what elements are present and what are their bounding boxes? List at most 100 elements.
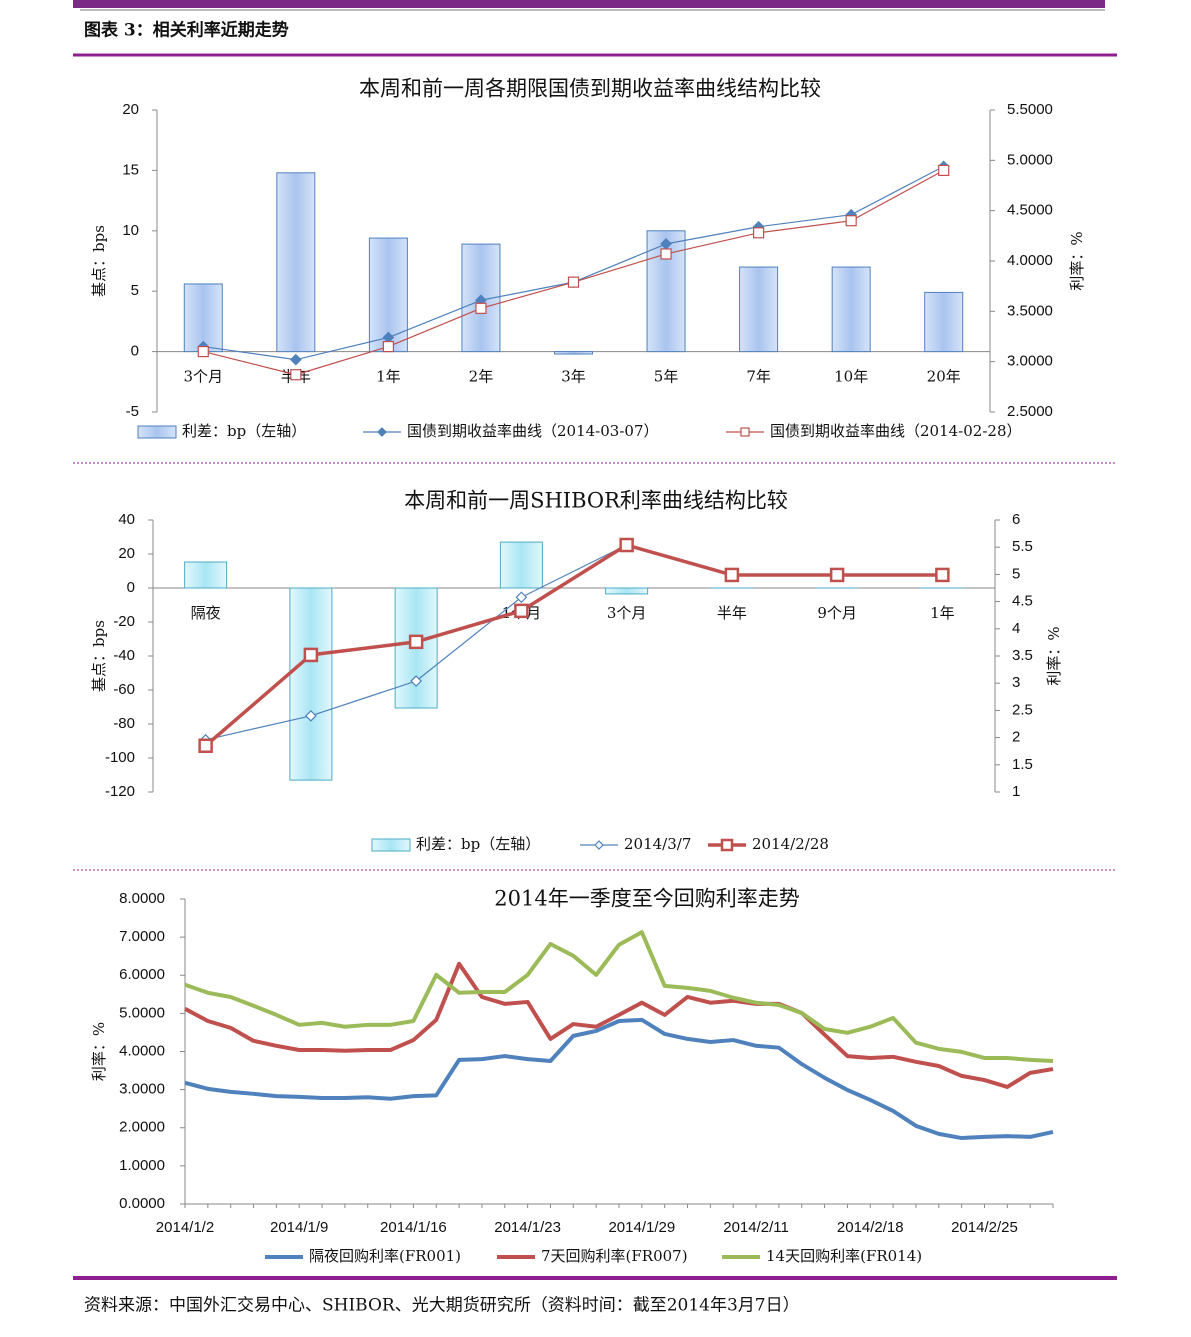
y-tick-label: 6.0000 [119,966,165,983]
y-tick-label: 10 [122,222,139,239]
bar [831,266,871,353]
y2-tick-label: 4.5 [1012,593,1033,610]
point-marker [514,603,529,619]
y2-tick-label: 5.5 [1012,538,1033,555]
point-marker [740,427,750,437]
bar [499,541,543,589]
legend-label: 7天回购利率(FR007) [541,1247,688,1265]
point-marker [303,647,319,663]
y-tick-label: -20 [113,613,135,630]
legend-label: 利差：bp（左轴） [182,422,306,440]
bar [184,561,228,589]
point-marker [567,276,580,288]
point-marker [845,215,857,227]
series-line [184,961,1054,1089]
y-tick-label: -40 [113,647,135,664]
point-marker [289,353,302,366]
point-marker [410,675,422,687]
y2-tick-label: 3.5000 [1007,302,1053,319]
y2-tick-label: 2.5 [1012,701,1033,718]
y-tick-label: 20 [118,545,135,562]
y2-tick-label: 1 [1012,783,1020,800]
y-tick-label: 5.0000 [119,1004,165,1021]
y-tick-label: 40 [118,511,135,528]
x-tick-label: 2014/1/29 [608,1219,675,1236]
y-tick-label: 2.0000 [119,1119,165,1136]
y-tick-label: 20 [122,101,139,118]
legend-label: 隔夜回购利率(FR001) [309,1247,461,1265]
y2-tick-label: 2 [1012,729,1020,746]
footer-source: 资料来源：中国外汇交易中心、SHIBOR、光大期货研究所（资料时间：截至2014… [84,1296,800,1316]
y-tick-label: -5 [126,403,139,420]
y-tick-label: -120 [105,783,135,800]
chart-title: 2014年一季度至今回购利率走势 [494,887,799,911]
y-tick-label: 0.0000 [119,1195,165,1212]
x-tick-label: 9个月 [817,604,857,622]
bar [276,172,316,353]
y-tick-label: 15 [122,161,139,178]
x-tick-label: 20年 [927,368,961,386]
point-marker [753,227,765,239]
point-marker [408,634,424,650]
legend-label: 国债到期收益率曲线（2014-03-07） [407,422,659,440]
y2-tick-label: 5 [1012,565,1020,582]
point-marker [475,302,487,314]
y2-tick-label: 4 [1012,620,1020,637]
point-marker [720,838,734,852]
y2-axis-label: 利率：% [1045,626,1063,685]
y2-tick-label: 5.0000 [1007,151,1053,168]
point-marker [198,738,213,754]
x-tick-label: 3个月 [607,604,647,622]
y2-tick-label: 3 [1012,674,1020,691]
y2-tick-label: 6 [1012,511,1020,528]
point-marker [515,591,528,604]
legend-swatch [371,838,411,852]
x-tick-label: 3年 [561,368,586,386]
x-tick-label: 2014/1/16 [380,1219,447,1236]
legend-label: 利差：bp（左轴） [416,835,540,853]
y-axis-label: 基点：bps [90,225,108,297]
y-tick-label: 0 [127,579,135,596]
x-tick-label: 1年 [930,604,955,622]
y-tick-label: 1.0000 [119,1157,165,1174]
point-marker [290,369,302,381]
y2-tick-label: 5.5000 [1007,101,1053,118]
point-marker [724,567,740,583]
y2-axis-label: 利率：% [1068,231,1086,290]
x-tick-label: 3个月 [184,368,224,386]
chart-title: 本周和前一周SHIBOR利率曲线结构比较 [404,489,788,513]
y2-tick-label: 4.0000 [1007,252,1053,269]
point-marker [377,427,387,437]
x-tick-label: 隔夜 [191,604,221,622]
point-marker [305,709,317,722]
legend-label: 2014/3/7 [624,835,691,853]
y-tick-label: 8.0000 [119,890,165,907]
x-tick-label: 2014/1/9 [270,1219,328,1236]
legend-label: 国债到期收益率曲线（2014-02-28） [770,422,1022,440]
x-tick-label: 2014/2/25 [951,1219,1018,1236]
legend-swatch [137,425,177,439]
y-tick-label: -100 [105,749,135,766]
y-tick-label: 0 [131,343,139,360]
bar [554,351,593,355]
x-tick-label: 5年 [654,368,679,386]
y-axis-label: 利率：% [90,1022,108,1081]
x-tick-label: 2年 [469,368,494,386]
x-tick-label: 2014/1/23 [494,1219,561,1236]
y-axis-label: 基点：bps [90,620,108,692]
bar [739,266,779,353]
chart-title: 本周和前一周各期限国债到期收益率曲线结构比较 [359,77,821,101]
series-line [204,543,943,748]
y-tick-label: 5 [131,282,139,299]
x-tick-label: 2014/2/11 [723,1219,789,1236]
point-marker [619,537,634,553]
y-tick-label: 7.0000 [119,928,165,945]
x-tick-label: 10年 [834,368,868,386]
y-tick-label: 3.0000 [119,1081,165,1098]
point-marker [829,567,845,583]
bar [605,587,649,595]
y2-tick-label: 3.0000 [1007,353,1053,370]
bar [183,283,223,353]
